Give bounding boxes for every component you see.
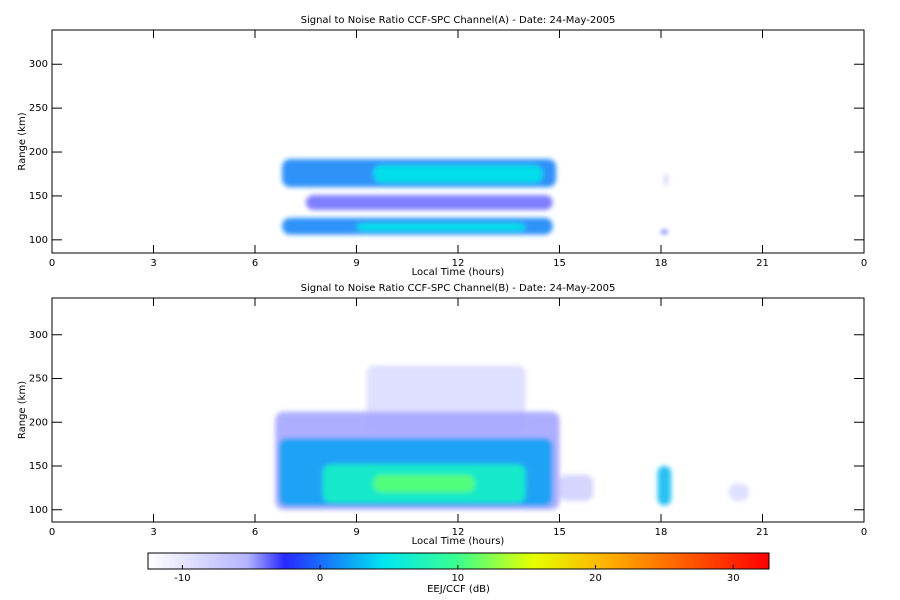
x-tick-label: 15 (553, 258, 566, 269)
x-tick-label: 15 (553, 527, 566, 538)
colorbar (147, 552, 770, 570)
heatmap-cell (356, 223, 526, 232)
x-tick-label: 3 (150, 258, 156, 269)
heatmap-cell (373, 165, 543, 183)
y-tick-label: 250 (29, 103, 48, 114)
chart-title: Signal to Noise Ratio CCF-SPC Channel(B)… (301, 283, 616, 294)
chart-title: Signal to Noise Ratio CCF-SPC Channel(A)… (301, 15, 616, 26)
y-axis-label: Range (km) (17, 112, 28, 170)
x-tick-label: 9 (353, 258, 359, 269)
x-tick-label: 0 (49, 258, 55, 269)
colorbar-tick-label: 10 (451, 573, 464, 584)
heatmap-cell (559, 474, 594, 501)
y-tick-label: 200 (29, 417, 48, 428)
y-tick-label: 300 (29, 330, 48, 341)
heatmap-cell (373, 474, 475, 493)
colorbar-tick-label: 20 (589, 573, 602, 584)
x-tick-label: 12 (452, 258, 465, 269)
colorbar-label: EEJ/CCF (dB) (427, 584, 490, 595)
x-tick-label: 3 (150, 527, 156, 538)
x-axis-label: Local Time (hours) (412, 536, 505, 547)
x-tick-label: 12 (452, 527, 465, 538)
heatmap-cell (664, 173, 668, 186)
x-tick-label: 6 (252, 527, 258, 538)
x-tick-label: 0 (49, 527, 55, 538)
y-tick-label: 150 (29, 191, 48, 202)
y-tick-label: 100 (29, 505, 48, 516)
y-tick-label: 150 (29, 461, 48, 472)
heatmap-cell (728, 483, 749, 501)
x-tick-label: 18 (655, 527, 668, 538)
x-tick-label: 0 (861, 527, 867, 538)
x-tick-label: 21 (756, 258, 769, 269)
y-axis-label: Range (km) (17, 381, 28, 439)
x-tick-label: 0 (861, 258, 867, 269)
heatmap-cell (657, 466, 672, 506)
x-tick-label: 21 (756, 527, 769, 538)
x-tick-label: 9 (353, 527, 359, 538)
y-tick-label: 300 (29, 59, 48, 70)
colorbar-tick-label: -10 (174, 573, 190, 584)
y-tick-label: 100 (29, 235, 48, 246)
heatmap-cell (305, 195, 553, 210)
x-axis-label: Local Time (hours) (412, 267, 505, 278)
x-tick-label: 18 (655, 258, 668, 269)
heatmap-regions (282, 159, 668, 235)
heatmap-regions (275, 365, 749, 510)
y-tick-label: 200 (29, 147, 48, 158)
colorbar-tick-label: 30 (727, 573, 740, 584)
heatmap-cell (661, 230, 668, 234)
y-tick-label: 250 (29, 374, 48, 385)
x-tick-label: 6 (252, 258, 258, 269)
colorbar-tick-label: 0 (317, 573, 323, 584)
